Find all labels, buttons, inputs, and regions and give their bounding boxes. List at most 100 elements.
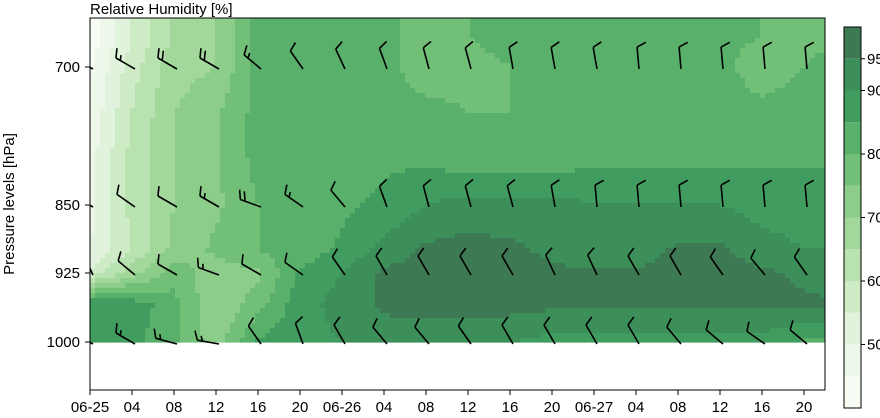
rh-cell bbox=[445, 38, 451, 44]
rh-cell bbox=[585, 68, 591, 74]
rh-cell bbox=[290, 63, 296, 69]
rh-cell bbox=[410, 148, 416, 154]
rh-cell bbox=[375, 78, 381, 84]
rh-cell bbox=[505, 178, 511, 184]
rh-cell bbox=[560, 38, 566, 44]
rh-cell bbox=[115, 108, 121, 114]
rh-cell bbox=[800, 93, 806, 99]
rh-cell bbox=[580, 98, 586, 104]
rh-cell bbox=[675, 58, 681, 64]
rh-cell bbox=[765, 93, 771, 99]
rh-cell bbox=[625, 88, 631, 94]
rh-cell bbox=[570, 48, 576, 54]
rh-cell bbox=[530, 158, 536, 164]
rh-cell bbox=[545, 73, 551, 79]
rh-cell bbox=[145, 108, 151, 114]
rh-cell bbox=[135, 148, 141, 154]
rh-cell bbox=[785, 48, 791, 54]
rh-cell bbox=[585, 83, 591, 89]
rh-cell bbox=[510, 168, 516, 174]
rh-cell bbox=[495, 103, 501, 109]
rh-cell bbox=[440, 158, 446, 164]
rh-cell bbox=[140, 168, 146, 174]
rh-cell bbox=[280, 68, 286, 74]
rh-cell bbox=[195, 43, 201, 49]
rh-cell bbox=[745, 18, 751, 24]
rh-cell bbox=[275, 58, 281, 64]
rh-cell bbox=[665, 133, 671, 139]
rh-cell bbox=[810, 118, 816, 124]
rh-cell bbox=[180, 33, 186, 39]
rh-cell bbox=[450, 43, 456, 49]
rh-cell bbox=[455, 178, 461, 184]
rh-cell bbox=[295, 173, 301, 179]
rh-cell bbox=[130, 173, 136, 179]
rh-cell bbox=[170, 168, 176, 174]
rh-cell bbox=[505, 98, 511, 104]
rh-cell bbox=[570, 178, 576, 184]
rh-cell bbox=[535, 58, 541, 64]
rh-cell bbox=[315, 168, 321, 174]
rh-cell bbox=[740, 38, 746, 44]
rh-cell bbox=[655, 98, 661, 104]
rh-cell bbox=[380, 173, 386, 179]
rh-cell bbox=[770, 148, 776, 154]
rh-cell bbox=[630, 23, 636, 29]
rh-cell bbox=[820, 38, 825, 44]
rh-cell bbox=[565, 43, 571, 49]
rh-cell bbox=[475, 123, 481, 129]
rh-cell bbox=[400, 183, 406, 189]
rh-cell bbox=[215, 163, 221, 169]
rh-cell bbox=[805, 143, 811, 149]
rh-cell bbox=[385, 88, 391, 94]
rh-cell bbox=[375, 83, 381, 89]
rh-cell bbox=[535, 93, 541, 99]
rh-cell bbox=[130, 123, 136, 129]
rh-cell bbox=[735, 48, 741, 54]
rh-cell bbox=[650, 28, 656, 34]
rh-cell bbox=[170, 183, 176, 189]
rh-cell bbox=[280, 63, 286, 69]
rh-cell bbox=[390, 93, 396, 99]
rh-cell bbox=[530, 68, 536, 74]
rh-cell bbox=[385, 123, 391, 129]
rh-cell bbox=[205, 98, 211, 104]
rh-cell bbox=[690, 98, 696, 104]
rh-cell bbox=[90, 173, 96, 179]
rh-cell bbox=[690, 18, 696, 24]
rh-cell bbox=[390, 173, 396, 179]
rh-cell bbox=[750, 68, 756, 74]
rh-cell bbox=[165, 18, 171, 24]
rh-cell bbox=[200, 38, 206, 44]
rh-cell bbox=[665, 148, 671, 154]
rh-cell bbox=[400, 133, 406, 139]
rh-cell bbox=[620, 178, 626, 184]
rh-cell bbox=[530, 48, 536, 54]
rh-cell bbox=[155, 28, 161, 34]
rh-cell bbox=[800, 83, 806, 89]
rh-cell bbox=[595, 178, 601, 184]
rh-cell bbox=[640, 18, 646, 24]
rh-cell bbox=[320, 163, 326, 169]
rh-cell bbox=[455, 33, 461, 39]
rh-cell bbox=[610, 138, 616, 144]
rh-cell bbox=[165, 63, 171, 69]
rh-cell bbox=[305, 63, 311, 69]
rh-cell bbox=[475, 68, 481, 74]
rh-cell bbox=[505, 168, 511, 174]
rh-cell bbox=[720, 23, 726, 29]
rh-cell bbox=[790, 138, 796, 144]
rh-cell bbox=[135, 68, 141, 74]
rh-cell bbox=[775, 48, 781, 54]
rh-cell bbox=[230, 33, 236, 39]
rh-cell bbox=[505, 93, 511, 99]
rh-cell bbox=[815, 133, 821, 139]
rh-cell bbox=[475, 183, 481, 189]
rh-cell bbox=[805, 68, 811, 74]
rh-cell bbox=[485, 88, 491, 94]
rh-cell bbox=[550, 38, 556, 44]
rh-cell bbox=[775, 28, 781, 34]
rh-cell bbox=[635, 168, 641, 174]
rh-cell bbox=[585, 143, 591, 149]
rh-cell bbox=[250, 108, 256, 114]
